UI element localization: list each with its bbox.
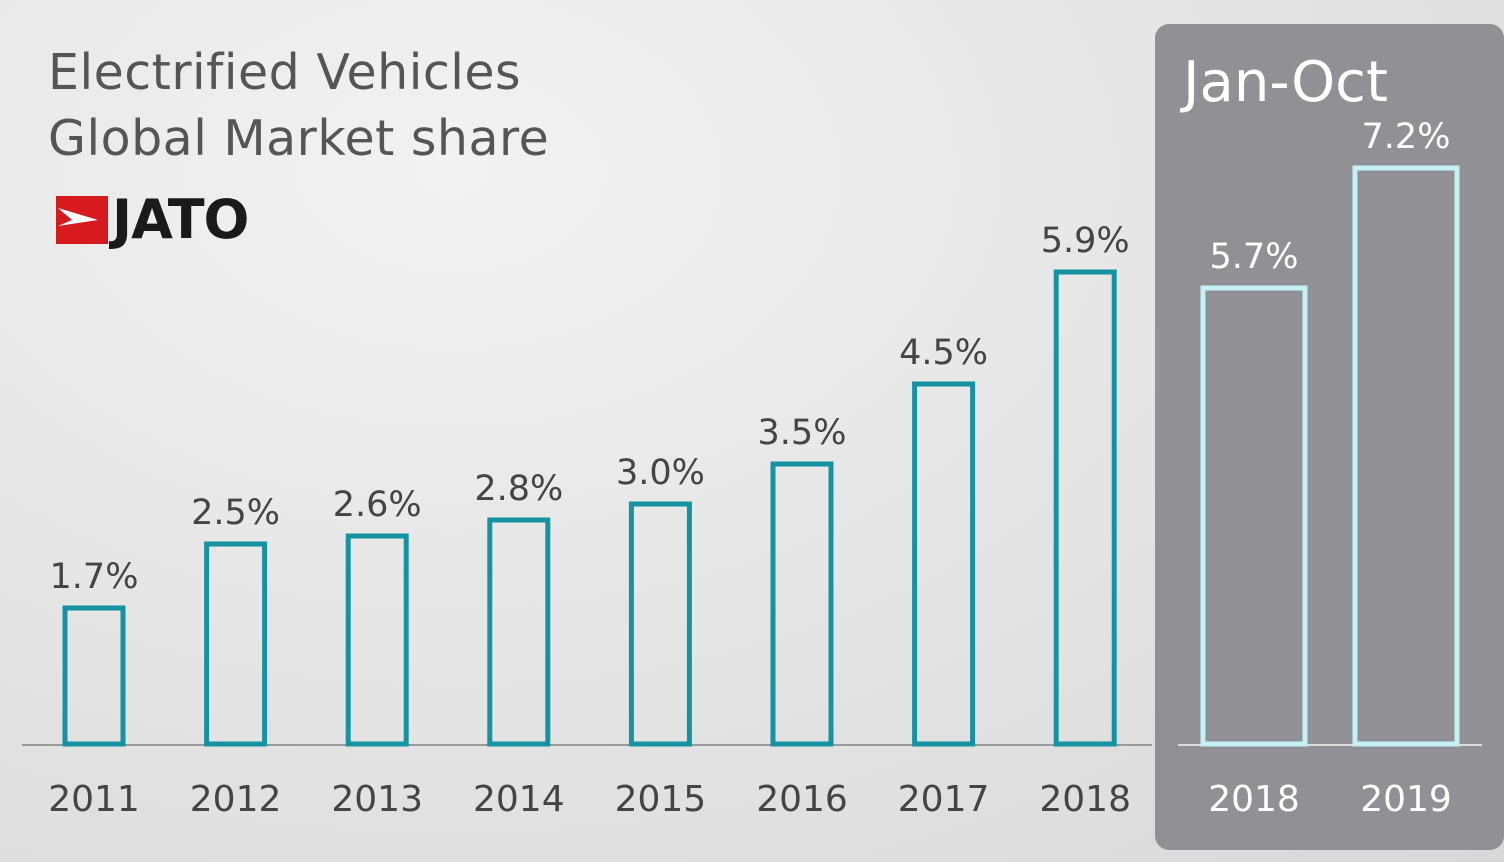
value-label-annual-2018: 5.9% [1041, 221, 1130, 261]
bar-annual-2017 [912, 381, 976, 747]
bar-annual-2015 [628, 501, 692, 747]
ytd-panel: Jan-Oct [1155, 24, 1504, 850]
category-label-annual-2011: 2011 [48, 779, 140, 820]
chart-title-line1: Electrified Vehicles [48, 44, 522, 101]
category-label-annual-2012: 2012 [190, 779, 282, 820]
bar-annual-2016 [770, 461, 834, 747]
value-label-annual-2016: 3.5% [758, 413, 847, 453]
bar-annual-2011 [62, 605, 126, 747]
category-label-annual-2017: 2017 [898, 779, 990, 820]
value-label-annual-2013: 2.6% [333, 485, 422, 525]
value-label-ytd-2019: 7.2% [1362, 117, 1451, 157]
chart-title: Electrified Vehicles Global Market share [48, 40, 549, 172]
value-label-annual-2017: 4.5% [899, 333, 988, 373]
value-label-annual-2011: 1.7% [50, 557, 139, 597]
category-label-annual-2014: 2014 [473, 779, 565, 820]
value-label-annual-2015: 3.0% [616, 453, 705, 493]
logo-flag-icon [56, 196, 108, 244]
category-label-annual-2013: 2013 [331, 779, 423, 820]
logo-text: JATO [112, 188, 249, 251]
bar-annual-2018 [1053, 269, 1117, 747]
category-label-ytd-2018: 2018 [1208, 779, 1300, 820]
value-label-annual-2012: 2.5% [191, 493, 280, 533]
bar-ytd-2019 [1352, 165, 1460, 747]
category-label-ytd-2019: 2019 [1360, 779, 1452, 820]
bar-annual-2014 [487, 517, 551, 747]
bar-annual-2012 [204, 541, 268, 747]
category-label-annual-2018: 2018 [1039, 779, 1131, 820]
category-label-annual-2015: 2015 [615, 779, 707, 820]
bar-ytd-2018 [1200, 285, 1308, 747]
value-label-annual-2014: 2.8% [474, 469, 563, 509]
ytd-panel-title: Jan-Oct [1183, 50, 1388, 115]
value-label-ytd-2018: 5.7% [1210, 237, 1299, 277]
category-label-annual-2016: 2016 [756, 779, 848, 820]
bar-annual-2013 [345, 533, 409, 747]
chart-title-line2: Global Market share [48, 110, 550, 167]
